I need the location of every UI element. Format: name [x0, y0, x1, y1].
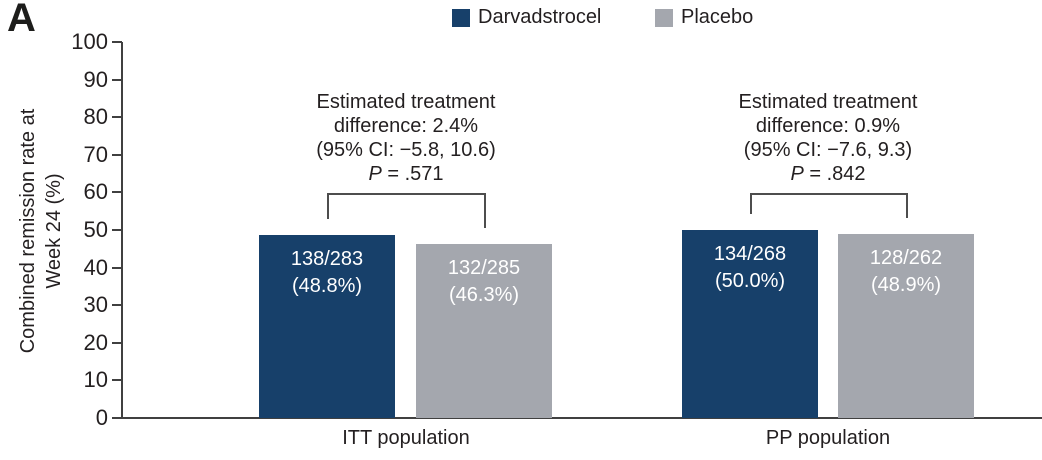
- y-tick-label: 60: [83, 179, 108, 205]
- p-symbol: P: [368, 163, 382, 185]
- legend-label-darvadstrocel: Darvadstrocel: [478, 6, 602, 28]
- y-tick-label: 0: [95, 405, 108, 430]
- y-tick-label: 100: [71, 29, 108, 54]
- bar-value-label: 128/262 (48.9%): [838, 234, 974, 299]
- bracket-horizontal: [327, 193, 486, 195]
- y-tick-mark: [112, 153, 122, 156]
- legend-item-placebo: Placebo: [655, 6, 753, 29]
- treatment-difference-annotation: Estimated treatment difference: 2.4% (95% …: [246, 90, 566, 186]
- legend-item-darvadstrocel: Darvadstrocel: [452, 6, 601, 29]
- bar-percent: (48.8%): [291, 274, 363, 297]
- panel-letter: A: [7, 0, 36, 40]
- y-tick-mark: [112, 116, 122, 119]
- treatment-difference-annotation: Estimated treatment difference: 0.9% (95% …: [668, 90, 988, 186]
- bar-value-label: 132/285 (46.3%): [416, 244, 552, 309]
- x-category-label-pp: PP population: [765, 427, 891, 449]
- legend-label-placebo: Placebo: [681, 6, 754, 28]
- bar-value-label: 134/268 (50.0%): [682, 230, 818, 295]
- bracket-horizontal: [750, 193, 908, 195]
- p-value-text: = .842: [803, 163, 866, 185]
- bar-percent: (50.0%): [714, 270, 786, 292]
- bar-value-label: 138/283 (48.8%): [259, 235, 395, 300]
- y-tick-mark: [112, 304, 122, 307]
- bar-placebo-pp: 128/262 (48.9%): [838, 234, 974, 418]
- y-tick-label: 40: [83, 254, 108, 280]
- bar-fraction: 138/283: [290, 247, 364, 270]
- y-tick-mark: [112, 229, 122, 231]
- annotation-line: Estimated treatment: [738, 91, 918, 113]
- y-tick-label: 10: [83, 367, 108, 393]
- legend-swatch-darvadstrocel: [452, 8, 470, 27]
- bar-fraction: 128/262: [869, 247, 943, 270]
- bracket-left-stub: [750, 193, 752, 214]
- y-tick-mark: [112, 417, 122, 419]
- y-tick-mark: [112, 266, 122, 269]
- bar-fraction: 132/285: [447, 256, 521, 279]
- bar-percent: (48.9%): [870, 274, 942, 297]
- x-category-label-itt: ITT population: [342, 427, 470, 449]
- bracket-left-stub: [327, 193, 329, 219]
- bar-placebo-itt: 132/285 (46.3%): [416, 243, 552, 418]
- annotation-line: difference: 2.4%: [333, 115, 479, 137]
- y-tick-label: 80: [83, 104, 108, 130]
- p-symbol: P: [790, 163, 804, 185]
- y-tick-label: 50: [83, 217, 108, 242]
- annotation-line: difference: 0.9%: [755, 115, 901, 137]
- bracket-right-stub: [484, 193, 486, 228]
- bar-darvadstrocel-pp: 134/268 (50.0%): [682, 230, 818, 418]
- annotation-line: (95% CI: −5.8, 10.6): [316, 139, 496, 161]
- bar-darvadstrocel-itt: 138/283 (48.8%): [259, 234, 395, 418]
- legend-swatch-placebo: [655, 8, 673, 27]
- bar-percent: (46.3%): [448, 283, 520, 306]
- y-tick-mark: [112, 78, 122, 81]
- y-tick-label: 90: [83, 66, 108, 92]
- y-tick-mark: [112, 191, 122, 194]
- annotation-line: (95% CI: −7.6, 9.3): [743, 139, 913, 161]
- annotation-line: Estimated treatment: [316, 91, 496, 113]
- annotation-p-value: P = .842: [668, 162, 988, 186]
- y-tick-mark: [112, 41, 122, 43]
- y-tick-label: 30: [83, 292, 108, 318]
- y-tick-mark: [112, 379, 122, 382]
- y-axis-line: [121, 42, 123, 419]
- y-tick-mark: [112, 341, 122, 344]
- p-value-text: = .571: [381, 163, 444, 185]
- y-tick-label: 70: [83, 141, 108, 167]
- annotation-p-value: P = .571: [246, 162, 566, 186]
- x-axis-line: [112, 417, 1042, 419]
- y-tick-label: 20: [83, 329, 108, 355]
- bracket-right-stub: [906, 193, 908, 219]
- bar-fraction: 134/268: [713, 243, 787, 265]
